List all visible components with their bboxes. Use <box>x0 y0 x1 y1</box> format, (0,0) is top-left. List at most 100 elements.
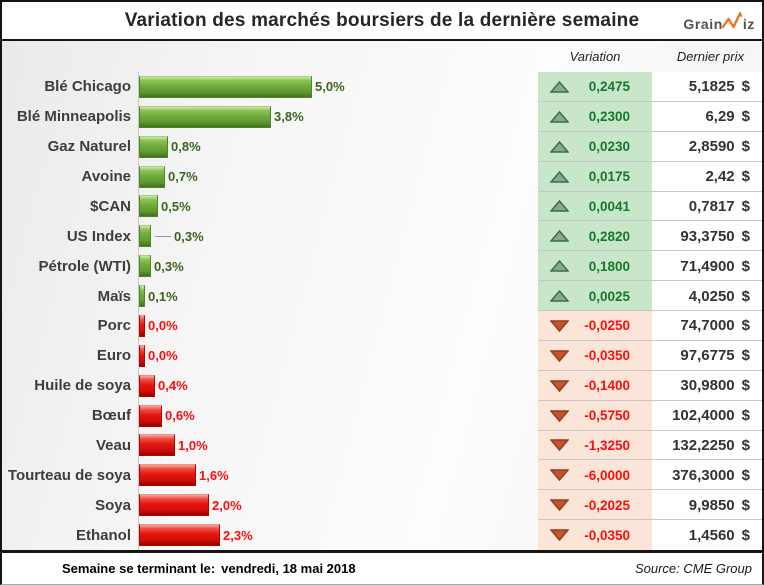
row-label: Porc <box>97 317 131 335</box>
row-label: Blé Chicago <box>44 78 131 96</box>
price-cell: 74,7000 $ <box>652 311 762 341</box>
bar-cell: 0,6% <box>138 400 538 431</box>
table-row: Veau 1,0% -1,3250 132,2250 $ <box>2 430 762 461</box>
price-value: 30,9800 <box>680 377 735 395</box>
row-label: Soya <box>95 496 131 514</box>
row-table-cells: 0,0230 2,8590 $ <box>538 131 762 162</box>
bar-cell: 0,0% <box>138 340 538 371</box>
currency-symbol: $ <box>741 197 750 215</box>
row-label: $CAN <box>90 197 131 215</box>
table-row: Soya 2,0% -0,2025 9,9850 $ <box>2 490 762 521</box>
table-row: Blé Minneapolis 3,8% 0,2300 6,29 $ <box>2 101 762 132</box>
price-cell: 0,7817 $ <box>652 191 762 222</box>
variation-cell: -0,0350 <box>538 520 652 550</box>
price-cell: 4,0250 $ <box>652 281 762 311</box>
price-cell: 93,3750 $ <box>652 221 762 252</box>
table-row: Porc 0,0% -0,0250 74,7000 $ <box>2 311 762 341</box>
bar-value-label: 2,3% <box>223 527 253 543</box>
variation-cell: 0,2475 <box>538 72 652 102</box>
price-cell: 102,4000 $ <box>652 400 762 431</box>
variation-value: -0,0350 <box>584 527 630 543</box>
price-value: 5,1825 <box>688 78 735 96</box>
bar-cell: 1,0% <box>138 430 538 461</box>
bar-cell: 0,1% <box>138 281 538 311</box>
price-cell: 2,8590 $ <box>652 131 762 162</box>
variation-value: -0,0350 <box>584 348 630 364</box>
row-label: Tourteau de soya <box>7 466 131 484</box>
bar <box>139 75 312 98</box>
bar-value-label: 1,6% <box>199 467 229 483</box>
row-label: Bœuf <box>91 407 131 425</box>
bar-cell: 2,3% <box>138 520 538 550</box>
table-row: $CAN 0,5% 0,0041 0,7817 $ <box>2 191 762 222</box>
table-row: US Index 0,3% 0,2820 93,3750 $ <box>2 221 762 252</box>
week-ending-label: Semaine se terminant le: <box>62 561 216 576</box>
variation-value: 0,2300 <box>588 109 630 125</box>
row-table-cells: -1,3250 132,2250 $ <box>538 430 762 461</box>
price-value: 0,7817 <box>688 197 735 215</box>
bar-cell: 3,8% <box>138 101 538 132</box>
price-cell: 132,2250 $ <box>652 430 762 461</box>
variation-cell: 0,0025 <box>538 281 652 311</box>
currency-symbol: $ <box>741 257 750 275</box>
variation-value: -6,0000 <box>584 467 630 483</box>
price-value: 1,4560 <box>688 526 735 544</box>
row-label: Pétrole (WTI) <box>38 257 132 275</box>
bar <box>139 195 158 218</box>
currency-symbol: $ <box>741 108 750 126</box>
bar <box>139 285 145 308</box>
variation-cell: -1,3250 <box>538 430 652 461</box>
bar <box>139 434 175 457</box>
variation-cell: 0,2820 <box>538 221 652 252</box>
bar-value-label: 0,0% <box>148 318 178 334</box>
logo-text-grain: Grain <box>683 16 723 32</box>
bar-value-label: 0,8% <box>171 139 201 155</box>
row-table-cells: -0,2025 9,9850 $ <box>538 490 762 521</box>
bar <box>139 524 220 547</box>
table-row: Bœuf 0,6% -0,5750 102,4000 $ <box>2 400 762 431</box>
up-triangle-icon <box>550 290 569 302</box>
bar-cell: 0,5% <box>138 191 538 222</box>
down-triangle-icon <box>550 320 569 332</box>
currency-symbol: $ <box>741 227 750 245</box>
report-footer: Semaine se terminant le: vendredi, 18 mai… <box>2 553 762 584</box>
price-cell: 6,29 $ <box>652 101 762 132</box>
currency-symbol: $ <box>741 287 750 305</box>
up-triangle-icon <box>550 140 569 153</box>
variation-cell: 0,0041 <box>538 191 652 222</box>
bar-cell: 0,3% <box>138 221 538 252</box>
report-header: Variation des marchés boursiers de la de… <box>2 2 762 41</box>
down-triangle-icon <box>550 409 569 422</box>
bar <box>139 464 196 487</box>
column-header-variation: Variation <box>569 49 621 64</box>
currency-symbol: $ <box>741 407 750 425</box>
row-label: Veau <box>95 436 131 454</box>
week-ending-text: Semaine se terminant le: vendredi, 18 mai… <box>62 561 356 576</box>
price-cell: 1,4560 $ <box>652 520 762 550</box>
bar <box>139 344 145 367</box>
up-triangle-icon <box>550 110 569 123</box>
up-triangle-icon <box>550 170 569 183</box>
row-table-cells: 0,0041 0,7817 $ <box>538 191 762 222</box>
bar <box>139 374 155 397</box>
variation-value: 0,2820 <box>588 228 630 244</box>
bar-value-label: 0,6% <box>165 408 195 424</box>
row-table-cells: 0,2475 5,1825 $ <box>538 72 762 102</box>
row-table-cells: -0,0350 97,6775 $ <box>538 340 762 371</box>
price-value: 97,6775 <box>680 347 735 365</box>
column-header-dernier-prix: Dernier prix <box>676 49 744 64</box>
price-value: 132,2250 <box>672 436 735 454</box>
up-triangle-icon <box>550 230 569 243</box>
row-table-cells: 0,0175 2,42 $ <box>538 161 762 192</box>
down-triangle-icon <box>550 379 569 392</box>
down-triangle-icon <box>550 350 569 362</box>
bar <box>139 314 145 337</box>
up-triangle-icon <box>550 80 569 93</box>
bar-cell: 1,6% <box>138 460 538 491</box>
price-value: 71,4900 <box>680 257 735 275</box>
bar-cell: 0,0% <box>138 311 538 341</box>
row-table-cells: -0,0250 74,7000 $ <box>538 311 762 341</box>
currency-symbol: $ <box>741 78 750 96</box>
variation-cell: 0,0175 <box>538 161 652 192</box>
